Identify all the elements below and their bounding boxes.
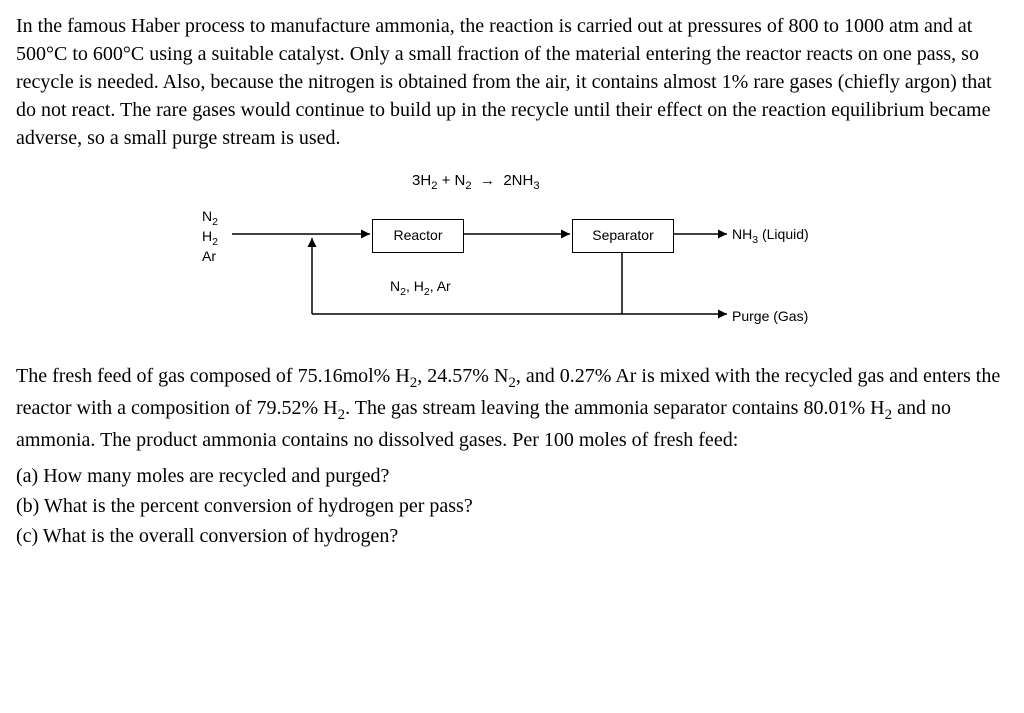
separator-box: Separator xyxy=(572,219,674,253)
purge-label: Purge (Gas) xyxy=(732,307,808,327)
process-diagram: 3H2 + N2 → 2NH3 N2 H2 Ar Reactor Separat… xyxy=(192,164,832,354)
nh3-liquid-label: NH3 (Liquid) xyxy=(732,225,809,247)
reactor-box: Reactor xyxy=(372,219,464,253)
question-a: (a) How many moles are recycled and purg… xyxy=(16,462,1008,490)
problem-statement: The fresh feed of gas composed of 75.16m… xyxy=(16,362,1008,454)
intro-paragraph: In the famous Haber process to manufactu… xyxy=(16,12,1008,152)
recycle-label: N2, H2, Ar xyxy=(390,277,451,299)
question-b: (b) What is the percent conversion of hy… xyxy=(16,492,1008,520)
question-c: (c) What is the overall conversion of hy… xyxy=(16,522,1008,550)
